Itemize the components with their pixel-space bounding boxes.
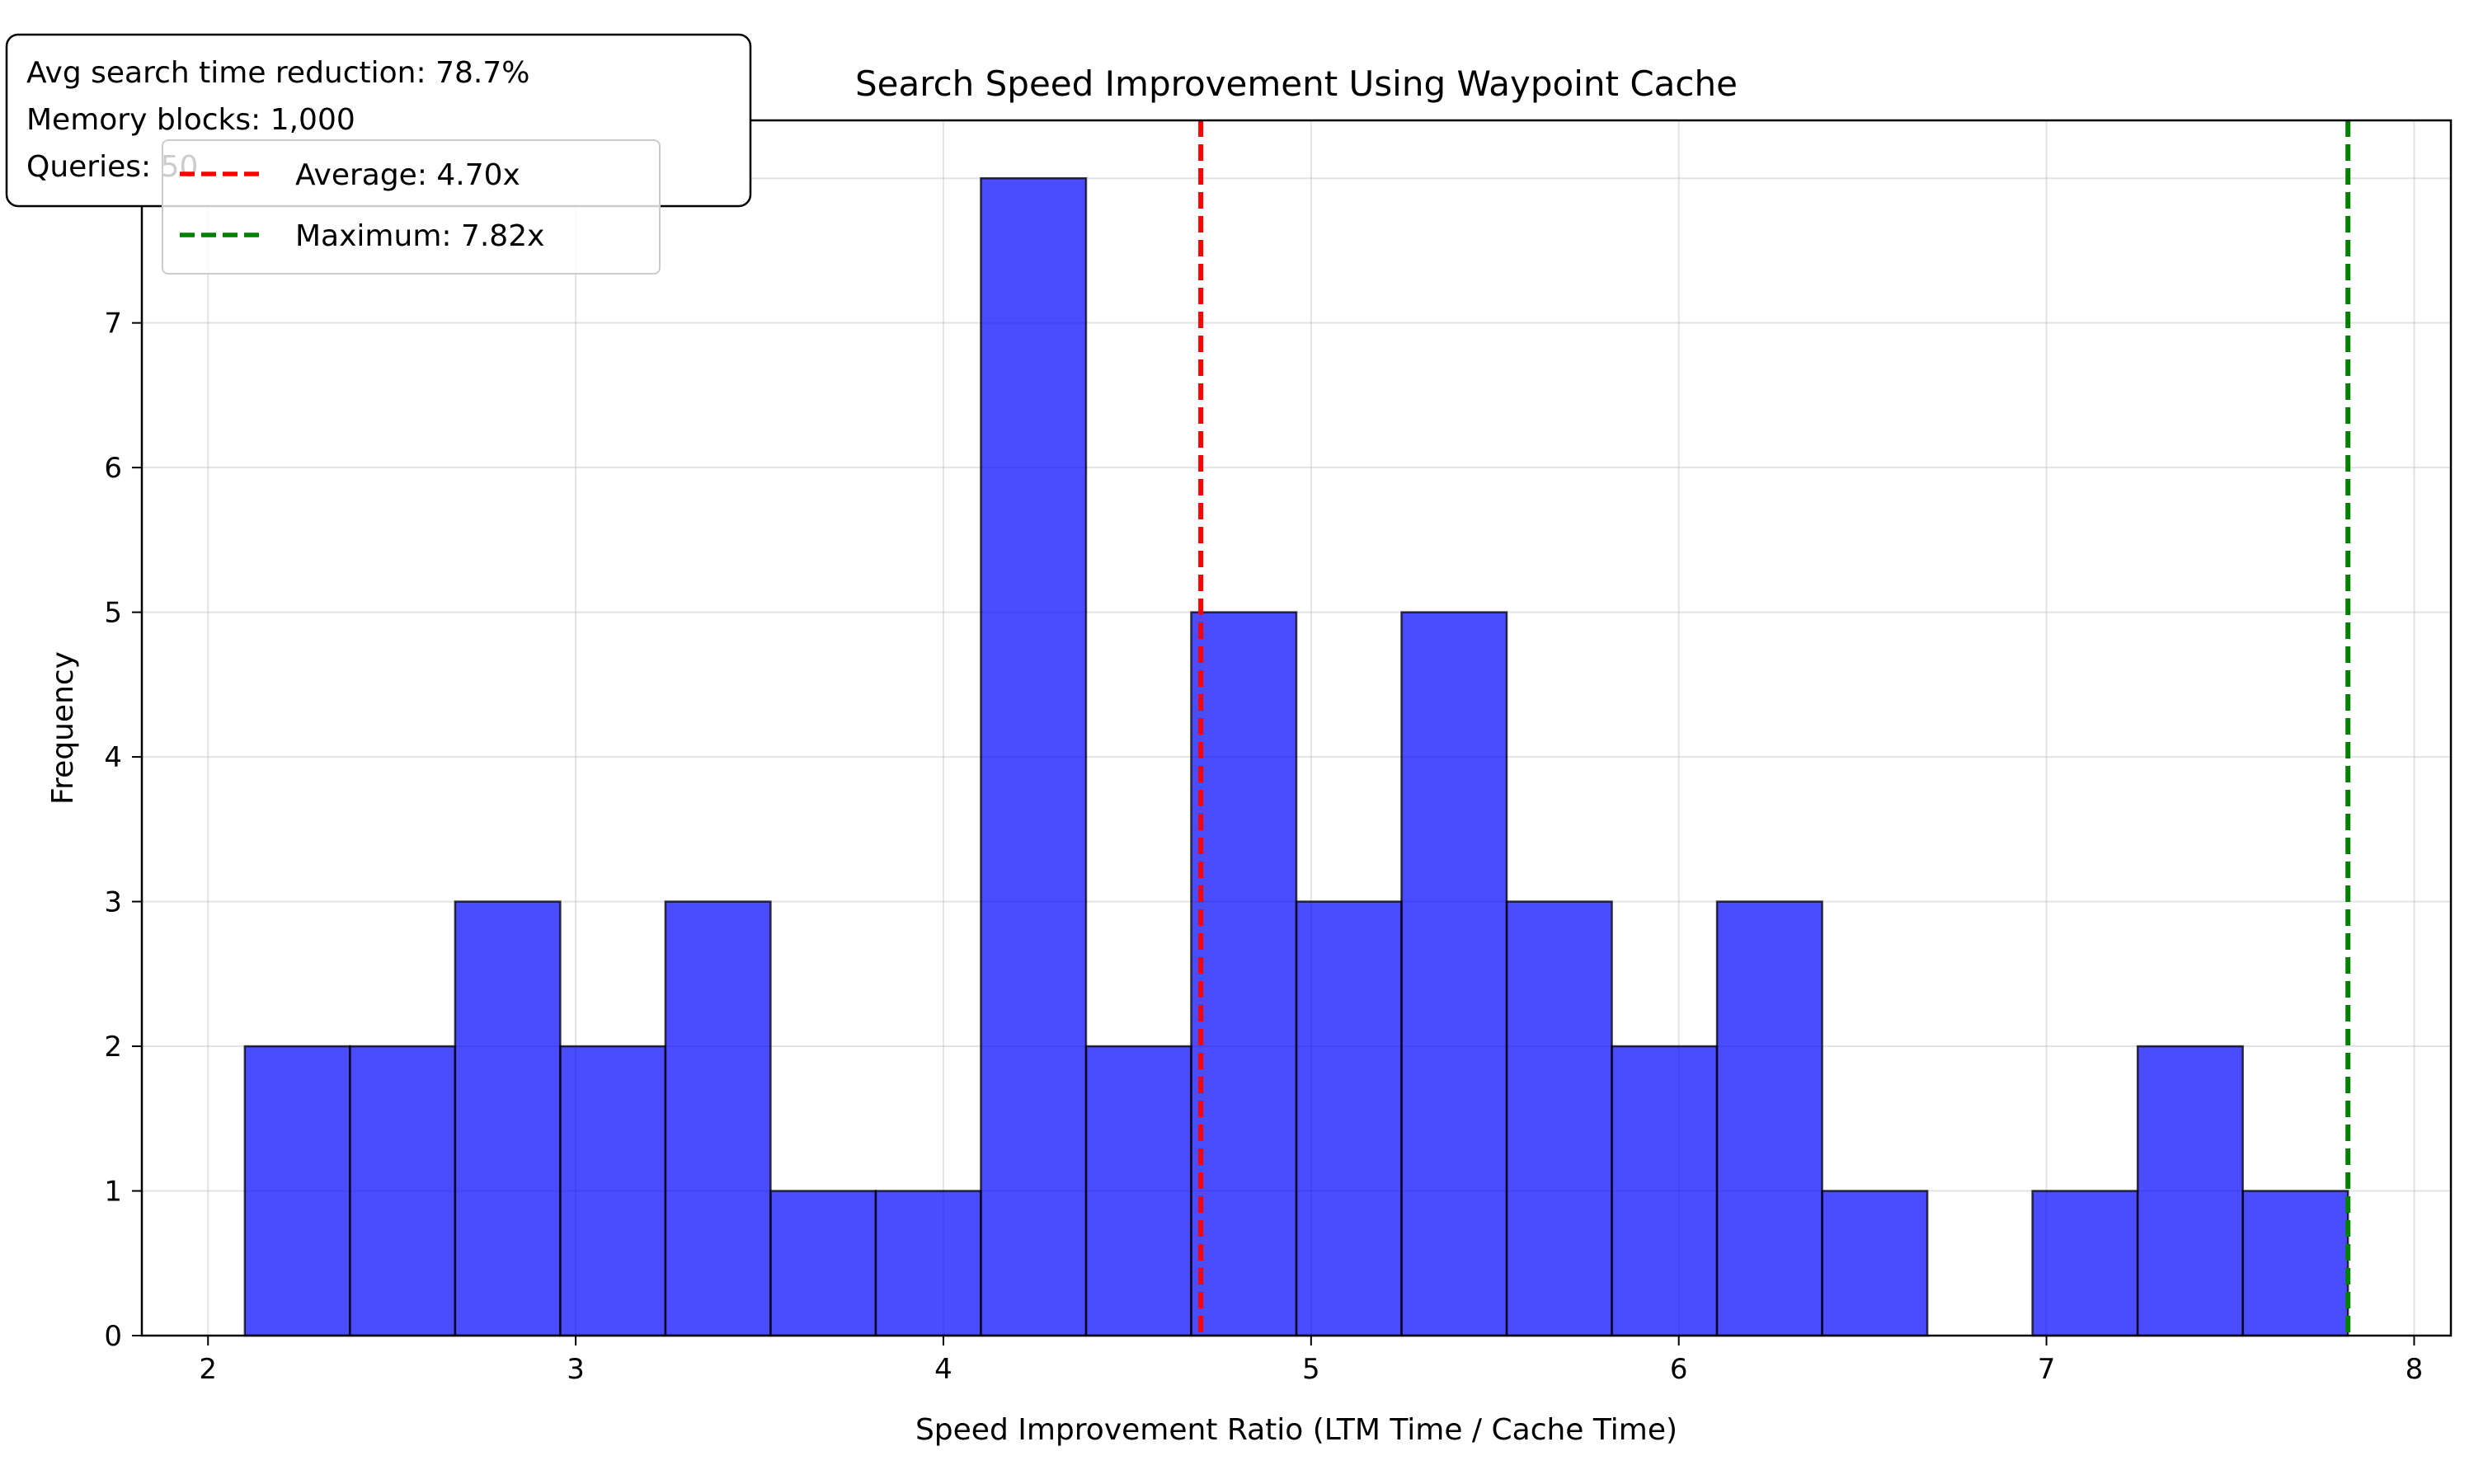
legend-maximum-label: Maximum: 7.82x [295, 219, 544, 253]
histogram-bar [1084, 1045, 1192, 1337]
x-tick-label: 8 [2406, 1353, 2424, 1386]
histogram-bar [980, 176, 1088, 1337]
legend-average-label: Average: 4.70x [295, 158, 520, 192]
legend: Average: 4.70x Maximum: 7.82x [162, 139, 661, 275]
histogram-bar [1715, 900, 1823, 1337]
x-tick-label: 5 [1302, 1353, 1320, 1386]
y-tick-label: 2 [104, 1031, 122, 1064]
histogram-bar [1400, 611, 1508, 1337]
histogram-bars [243, 176, 2349, 1337]
histogram-bar [1505, 900, 1613, 1337]
x-tick-label: 4 [934, 1353, 952, 1386]
y-tick-label: 3 [104, 886, 122, 919]
histogram-bar [454, 900, 562, 1337]
histogram-bar [2136, 1045, 2244, 1337]
reference-lines [1198, 120, 2351, 1336]
y-tick-label: 6 [104, 452, 122, 485]
x-tick-label: 2 [199, 1353, 217, 1386]
histogram-bar [2031, 1190, 2139, 1337]
chart-title: Search Speed Improvement Using Waypoint … [855, 63, 1738, 104]
y-tick-label: 1 [104, 1176, 122, 1209]
histogram-bar [664, 900, 772, 1337]
y-tick-label: 4 [104, 741, 122, 774]
y-tick-label: 5 [104, 597, 122, 630]
annotation-line-reduction: Avg search time reduction: 78.7% [26, 56, 529, 90]
histogram-bar [1295, 900, 1403, 1337]
histogram-bar [559, 1045, 667, 1337]
histogram-bar [349, 1045, 457, 1337]
x-tick-label: 7 [2038, 1353, 2056, 1386]
x-tick-label: 3 [567, 1353, 585, 1386]
histogram-bar [874, 1190, 982, 1337]
annotation-line-memory-blocks: Memory blocks: 1,000 [26, 103, 355, 137]
y-tick-label: 7 [104, 308, 122, 340]
histogram-bar [1611, 1045, 1719, 1337]
y-axis-ticks: 012345678 [104, 162, 142, 1353]
legend-frame [162, 139, 661, 275]
histogram-bar [769, 1190, 877, 1337]
y-tick-label: 0 [104, 1320, 122, 1353]
histogram-bar [1190, 611, 1298, 1337]
histogram-bar [243, 1045, 351, 1337]
x-axis-label: Speed Improvement Ratio (LTM Time / Cach… [915, 1413, 1677, 1447]
histogram-bar [2241, 1190, 2349, 1337]
histogram-bar [1821, 1190, 1929, 1337]
y-axis-label: Frequency [46, 651, 80, 805]
x-axis-ticks: 2 3 4 5 6 7 8 [199, 1336, 2423, 1386]
x-tick-label: 6 [1670, 1353, 1688, 1386]
plot-frame [140, 119, 2453, 1337]
